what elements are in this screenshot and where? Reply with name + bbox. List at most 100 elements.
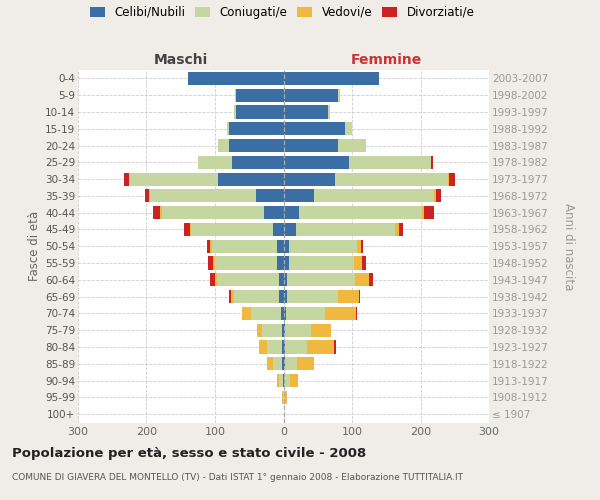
Bar — [198, 156, 232, 169]
Bar — [282, 340, 284, 353]
Bar — [284, 391, 285, 404]
Bar — [284, 106, 328, 118]
Bar — [284, 256, 289, 270]
Bar — [218, 172, 284, 186]
Bar — [287, 290, 338, 303]
Bar — [267, 357, 272, 370]
Bar — [436, 190, 441, 202]
Bar — [284, 357, 285, 370]
Text: Popolazione per età, sesso e stato civile - 2008: Popolazione per età, sesso e stato civil… — [12, 448, 366, 460]
Bar — [279, 290, 284, 303]
Bar — [284, 72, 379, 85]
Legend: Celibi/Nubili, Coniugati/e, Vedovi/e, Divorziati/e: Celibi/Nubili, Coniugati/e, Vedovi/e, Di… — [89, 6, 475, 19]
Bar — [150, 190, 256, 202]
Bar — [207, 240, 210, 253]
Bar — [229, 290, 231, 303]
Bar — [284, 206, 299, 219]
Bar — [259, 340, 267, 353]
Bar — [296, 223, 395, 236]
Bar — [431, 156, 433, 169]
Bar — [284, 122, 345, 136]
Bar — [217, 274, 279, 286]
Bar — [424, 206, 434, 219]
Bar — [282, 391, 283, 404]
Bar — [290, 374, 298, 387]
Bar — [284, 139, 338, 152]
Bar — [284, 240, 289, 253]
Bar — [281, 307, 284, 320]
Bar — [284, 274, 287, 286]
Bar — [231, 290, 234, 303]
Bar — [232, 156, 284, 169]
Bar — [338, 88, 340, 102]
Bar — [286, 307, 325, 320]
Bar — [335, 172, 448, 186]
Bar — [188, 72, 284, 85]
Bar — [209, 274, 215, 286]
Bar — [284, 172, 335, 186]
Bar — [277, 240, 284, 253]
Bar — [210, 240, 212, 253]
Text: COMUNE DI GIAVERA DEL MONTELLO (TV) - Dati ISTAT 1° gennaio 2008 - Elaborazione : COMUNE DI GIAVERA DEL MONTELLO (TV) - Da… — [12, 472, 463, 482]
Bar — [130, 172, 218, 186]
Bar — [356, 307, 358, 320]
Bar — [191, 223, 273, 236]
Bar — [124, 172, 128, 186]
Bar — [345, 122, 352, 136]
Bar — [242, 307, 251, 320]
Bar — [160, 206, 161, 219]
Bar — [279, 274, 284, 286]
Bar — [227, 122, 229, 136]
Bar — [284, 223, 296, 236]
Bar — [145, 190, 149, 202]
Bar — [362, 256, 366, 270]
Bar — [184, 223, 190, 236]
Bar — [229, 139, 284, 152]
Bar — [273, 223, 284, 236]
Bar — [161, 206, 265, 219]
Bar — [212, 240, 277, 253]
Bar — [284, 190, 314, 202]
Bar — [236, 106, 284, 118]
Bar — [284, 290, 287, 303]
Bar — [265, 206, 284, 219]
Bar — [448, 172, 449, 186]
Bar — [334, 340, 335, 353]
Bar — [282, 324, 284, 336]
Bar — [289, 256, 354, 270]
Bar — [307, 340, 334, 353]
Bar — [277, 256, 284, 270]
Bar — [267, 340, 282, 353]
Bar — [128, 172, 130, 186]
Bar — [277, 374, 280, 387]
Bar — [355, 274, 369, 286]
Bar — [280, 374, 283, 387]
Bar — [361, 240, 363, 253]
Bar — [284, 340, 285, 353]
Bar — [284, 307, 286, 320]
Bar — [283, 374, 284, 387]
Bar — [289, 240, 358, 253]
Text: Femmine: Femmine — [350, 54, 422, 68]
Text: Maschi: Maschi — [154, 54, 208, 68]
Bar — [251, 307, 281, 320]
Bar — [272, 357, 282, 370]
Bar — [311, 324, 331, 336]
Bar — [285, 357, 297, 370]
Bar — [215, 256, 277, 270]
Bar — [395, 223, 398, 236]
Bar — [236, 88, 284, 102]
Bar — [257, 324, 262, 336]
Bar — [149, 190, 150, 202]
Bar — [287, 274, 355, 286]
Bar — [338, 290, 359, 303]
Bar — [284, 324, 285, 336]
Y-axis label: Fasce di età: Fasce di età — [28, 211, 41, 282]
Bar — [213, 256, 215, 270]
Bar — [234, 290, 279, 303]
Bar — [284, 374, 290, 387]
Bar — [229, 122, 284, 136]
Bar — [422, 206, 424, 219]
Bar — [285, 391, 287, 404]
Bar — [218, 139, 229, 152]
